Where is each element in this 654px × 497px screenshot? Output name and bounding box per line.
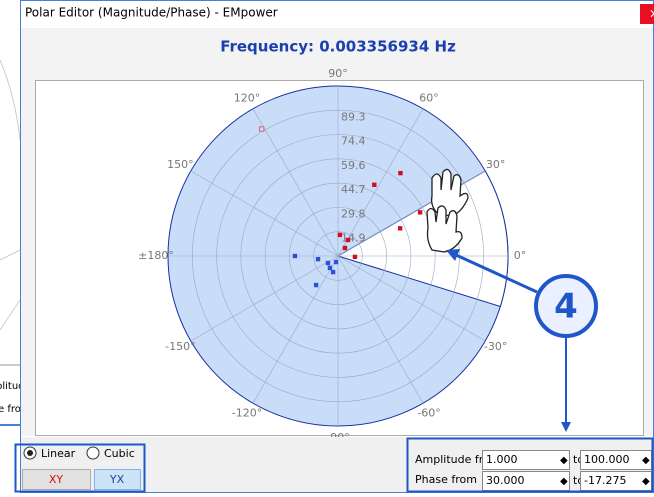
- spoke: [337, 255, 486, 342]
- input-text: 30.000: [486, 474, 525, 487]
- spin[interactable]: ◆: [560, 455, 568, 466]
- spoke: [190, 255, 339, 342]
- angle-label: 90°: [328, 67, 348, 80]
- r-tick-label: 14.9: [341, 232, 366, 245]
- close-icon[interactable]: ×: [649, 7, 654, 21]
- point: [398, 170, 403, 176]
- angle-label: -60°: [417, 407, 440, 420]
- point: [342, 245, 348, 251]
- callout: 4: [446, 249, 598, 432]
- input-text: -17.275: [584, 474, 626, 487]
- button-label: YX: [109, 473, 125, 486]
- hand-cursor: [426, 168, 469, 253]
- frequency-title: Frequency: 0.003356934 Hz: [220, 38, 456, 56]
- button-yx[interactable]: [94, 469, 141, 490]
- title-bar: [21, 1, 653, 27]
- highlight: [406, 437, 654, 493]
- r-tick-label: 89.3: [341, 110, 366, 123]
- to-label: to: [573, 474, 584, 487]
- point: [330, 269, 336, 275]
- point: [315, 256, 321, 262]
- amplitude-label: Amplitude from: [415, 453, 500, 466]
- point: [352, 254, 358, 260]
- bg-text: plitud: [0, 381, 25, 392]
- angle-label: -30°: [484, 340, 507, 353]
- radio-dot: [27, 450, 33, 456]
- spoke: [252, 255, 339, 404]
- point: [333, 259, 339, 265]
- button-xy[interactable]: [22, 469, 91, 490]
- angle-label: 0°: [514, 249, 527, 262]
- polar-plot: 14.9 29.8 44.7 59.6 74.4 89.3 90° 60° 30° 0° -30° -…: [138, 67, 526, 444]
- angle-label: 30°: [486, 158, 506, 171]
- r-tick-label: 29.8: [341, 207, 366, 220]
- point: [397, 226, 403, 231]
- point: [313, 282, 319, 288]
- point: [417, 210, 423, 215]
- radio-label: Cubic: [104, 447, 135, 460]
- angle-label: 150°: [167, 158, 194, 171]
- bg-text: e fro: [0, 404, 21, 415]
- angle-label: 60°: [419, 91, 439, 104]
- button-label: XY: [49, 473, 64, 486]
- point: [325, 260, 331, 266]
- unselected-wedge: [336, 170, 509, 308]
- highlight: [14, 443, 146, 493]
- callout-number: 4: [554, 287, 578, 327]
- spin[interactable]: ◆: [560, 476, 568, 487]
- point: [372, 182, 377, 187]
- input-text: 1.000: [486, 453, 518, 466]
- input[interactable]: [482, 450, 570, 470]
- point: [337, 232, 343, 238]
- spoke: [190, 170, 339, 257]
- radio-cubic[interactable]: [86, 446, 100, 460]
- spoke: [252, 108, 339, 257]
- angle-label: 120°: [234, 91, 261, 104]
- to-label: to: [573, 453, 584, 466]
- point: [292, 253, 298, 259]
- window-title: Polar Editor (Magnitude/Phase) - EMpower: [25, 6, 278, 20]
- spoke: [337, 108, 424, 257]
- point: [345, 237, 351, 243]
- angle-label: -120°: [232, 407, 262, 420]
- point: [259, 126, 265, 132]
- phase-label: Phase from: [415, 473, 477, 486]
- point: [327, 265, 333, 271]
- spoke: [337, 255, 424, 404]
- r-tick-label: 59.6: [341, 159, 366, 172]
- radio-label: Linear: [41, 447, 76, 460]
- r-tick-label: 74.4: [341, 135, 366, 148]
- angle-label: ±180°: [138, 249, 174, 262]
- input-text: 100.000: [584, 453, 630, 466]
- r-tick-label: 44.7: [341, 183, 366, 196]
- close-button[interactable]: [640, 4, 654, 24]
- spin[interactable]: ◆: [642, 455, 650, 466]
- background-window: plitud e fro: [0, 59, 25, 426]
- spin[interactable]: ◆: [642, 476, 650, 487]
- angle-label: -150°: [165, 340, 195, 353]
